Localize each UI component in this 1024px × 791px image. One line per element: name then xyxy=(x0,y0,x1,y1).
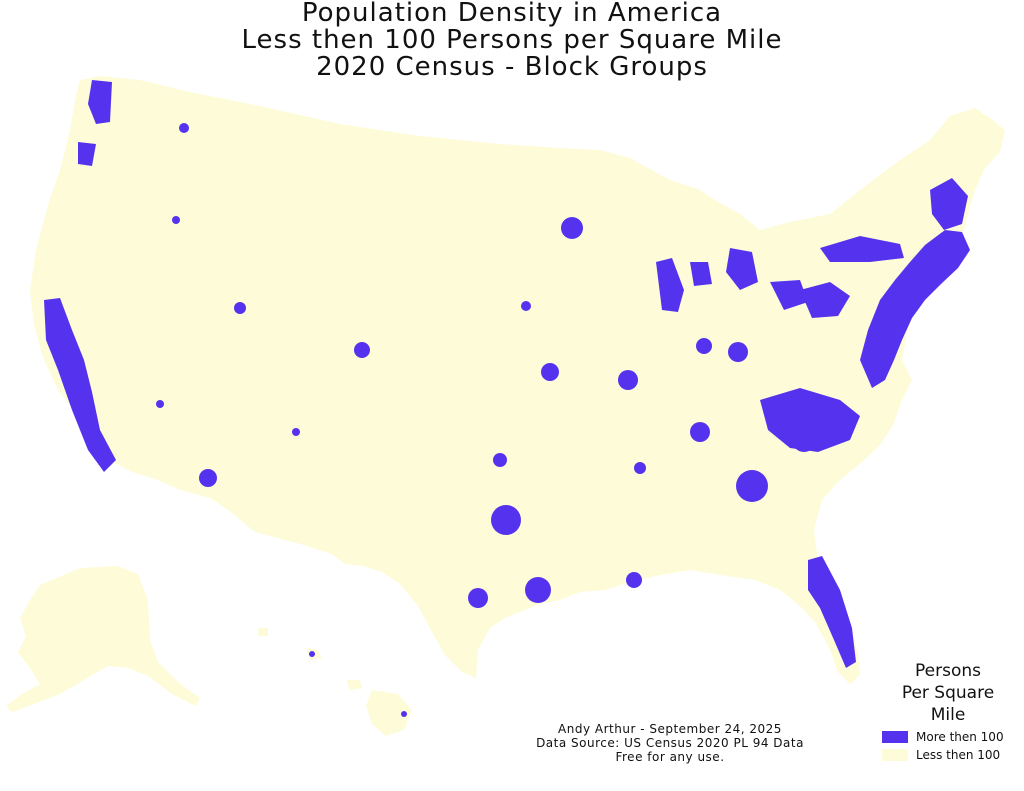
legend-label-sparse: Less then 100 xyxy=(916,748,1001,762)
dense-portland xyxy=(78,142,96,166)
dense-chicago xyxy=(656,258,684,312)
legend-swatch-sparse xyxy=(882,749,908,761)
dense-minneapolis xyxy=(561,217,583,239)
dense-omaha xyxy=(521,301,531,311)
dense-salt-lake xyxy=(234,302,246,314)
dense-kansas-city xyxy=(541,363,559,381)
legend-item-dense: More then 100 xyxy=(872,730,1024,744)
dense-new-england xyxy=(930,178,968,230)
dense-phoenix xyxy=(199,469,217,487)
legend-label-dense: More then 100 xyxy=(916,730,1004,744)
dense-indianapolis xyxy=(696,338,712,354)
dense-houston xyxy=(525,577,551,603)
dense-new-orleans xyxy=(626,572,642,588)
dense-denver xyxy=(354,342,370,358)
credit-source: Data Source: US Census 2020 PL 94 Data xyxy=(536,736,804,750)
legend-swatch-dense xyxy=(882,731,908,743)
dense-nashville xyxy=(690,422,710,442)
dense-las-vegas xyxy=(156,400,164,408)
credit-author: Andy Arthur - September 24, 2025 xyxy=(558,722,782,736)
dense-milwaukee xyxy=(690,262,712,286)
dense-northeast-corridor xyxy=(860,230,970,388)
title-line-1: Population Density in America xyxy=(301,0,723,28)
dense-memphis xyxy=(634,462,646,474)
legend-item-sparse: Less then 100 xyxy=(872,748,1024,762)
dense-dallas xyxy=(491,505,521,535)
dense-columbus xyxy=(728,342,748,362)
dense-florida xyxy=(808,556,856,668)
dense-hilo xyxy=(401,711,407,717)
dense-pennsylvania xyxy=(800,282,850,318)
map-legend: Persons Per Square Mile More then 100 Le… xyxy=(872,660,1024,762)
contiguous-us-land xyxy=(30,76,1005,684)
dense-upstate-ny xyxy=(820,236,904,262)
title-line-3: 2020 Census - Block Groups xyxy=(316,52,708,82)
dense-spokane xyxy=(179,123,189,133)
alaska-land xyxy=(6,566,200,712)
dense-albuquerque xyxy=(292,428,300,436)
dense-okc xyxy=(493,453,507,467)
hawaii-island xyxy=(366,690,412,736)
dense-st-louis xyxy=(618,370,638,390)
dense-areas xyxy=(44,80,970,717)
dense-appalachia xyxy=(760,388,860,452)
maui-island xyxy=(346,680,362,690)
credit-license: Free for any use. xyxy=(615,750,725,764)
map-title: Population Density in America Less then … xyxy=(0,0,1024,81)
legend-title: Persons Per Square Mile xyxy=(872,660,1024,726)
dense-charlotte xyxy=(792,428,816,452)
dense-detroit xyxy=(726,248,758,290)
dense-atlanta xyxy=(736,470,768,502)
legend-title-line-1: Persons xyxy=(915,661,981,681)
map-credits: Andy Arthur - September 24, 2025 Data So… xyxy=(495,722,845,764)
dense-cleveland xyxy=(770,280,808,310)
title-line-2: Less then 100 Persons per Square Mile xyxy=(241,25,783,55)
dense-san-antonio xyxy=(468,588,488,608)
kauai-island xyxy=(258,628,268,636)
dense-boise xyxy=(172,216,180,224)
dense-pacific-northwest xyxy=(88,80,112,124)
legend-title-line-3: Mile xyxy=(930,705,966,725)
dense-california xyxy=(44,298,116,472)
dense-honolulu xyxy=(309,651,315,657)
legend-title-line-2: Per Square xyxy=(901,683,995,703)
